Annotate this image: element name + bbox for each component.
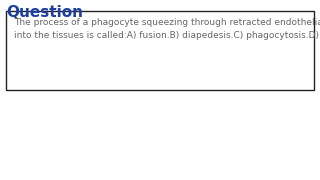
Text: Question: Question: [6, 5, 84, 20]
FancyBboxPatch shape: [6, 11, 314, 90]
Text: The process of a phagocyte squeezing through retracted endothelial cells to ente: The process of a phagocyte squeezing thr…: [14, 18, 320, 39]
